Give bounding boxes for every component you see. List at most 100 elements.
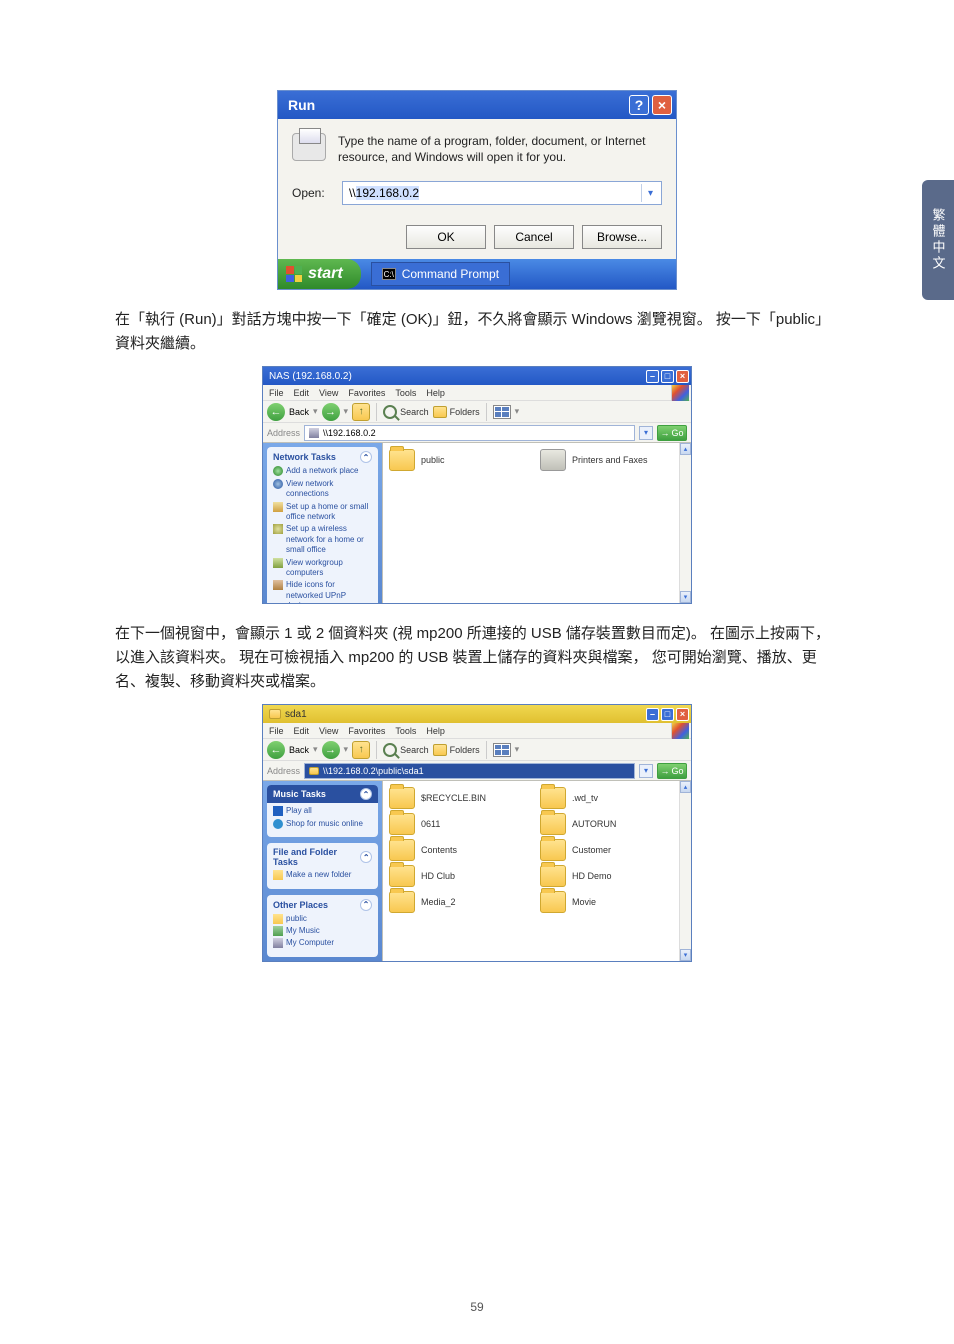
- file-folder-tasks-panel: File and Folder Tasks⌃ Make a new folder: [267, 843, 378, 888]
- explorer-window-sda1: sda1 – □ × File Edit View Favorites Tool…: [262, 704, 692, 962]
- computer-icon: [309, 428, 319, 438]
- up-button[interactable]: ↑: [352, 403, 370, 421]
- explorer1-file-area[interactable]: public Printers and Faxes ▴ ▾: [383, 443, 691, 603]
- start-button[interactable]: start: [278, 259, 361, 289]
- taskbar-item-command-prompt[interactable]: C:\ Command Prompt: [371, 262, 510, 286]
- sidebar-link[interactable]: View network connections: [273, 479, 372, 500]
- taskbar: start C:\ Command Prompt: [278, 259, 676, 289]
- vertical-scrollbar[interactable]: ▴ ▾: [679, 443, 691, 603]
- forward-button[interactable]: →: [322, 741, 340, 759]
- scroll-down-icon[interactable]: ▾: [680, 591, 691, 603]
- go-button[interactable]: → Go: [657, 763, 687, 779]
- ok-button[interactable]: OK: [406, 225, 486, 249]
- menu-help[interactable]: Help: [426, 388, 445, 398]
- menu-edit[interactable]: Edit: [294, 388, 310, 398]
- up-button[interactable]: ↑: [352, 741, 370, 759]
- windows-flag-icon: [286, 266, 302, 282]
- address-input[interactable]: \\192.168.0.2: [304, 425, 635, 441]
- collapse-icon[interactable]: ⌃: [360, 851, 372, 863]
- scroll-down-icon[interactable]: ▾: [680, 949, 691, 961]
- folder-item-public[interactable]: public: [389, 449, 534, 471]
- help-icon[interactable]: ?: [629, 95, 649, 115]
- maximize-icon[interactable]: □: [661, 370, 674, 383]
- folder-item[interactable]: Media_2: [389, 891, 534, 913]
- collapse-icon[interactable]: ⌃: [360, 788, 372, 800]
- folders-button[interactable]: Folders: [433, 406, 480, 418]
- menu-favorites[interactable]: Favorites: [348, 388, 385, 398]
- back-button[interactable]: ←: [267, 741, 285, 759]
- menu-file[interactable]: File: [269, 388, 284, 398]
- views-button[interactable]: [493, 743, 511, 757]
- scroll-up-icon[interactable]: ▴: [680, 443, 691, 455]
- scroll-up-icon[interactable]: ▴: [680, 781, 691, 793]
- vertical-scrollbar[interactable]: ▴ ▾: [679, 781, 691, 961]
- folder-item[interactable]: Movie: [540, 891, 685, 913]
- folders-button[interactable]: Folders: [433, 744, 480, 756]
- menu-tools[interactable]: Tools: [395, 726, 416, 736]
- sidebar-link[interactable]: My Music: [273, 926, 372, 936]
- folder-item[interactable]: .wd_tv: [540, 787, 685, 809]
- close-icon[interactable]: ×: [676, 370, 689, 383]
- run-dialog: Run ? × Type the name of a program, fold…: [277, 90, 677, 290]
- sidebar-link[interactable]: Set up a home or small office network: [273, 502, 372, 523]
- sidebar-link[interactable]: Add a network place: [273, 466, 372, 476]
- sidebar-link[interactable]: Shop for music online: [273, 819, 372, 829]
- folder-item[interactable]: Customer: [540, 839, 685, 861]
- address-dropdown[interactable]: ▾: [639, 764, 653, 778]
- menu-favorites[interactable]: Favorites: [348, 726, 385, 736]
- folder-item[interactable]: HD Demo: [540, 865, 685, 887]
- close-icon[interactable]: ×: [676, 708, 689, 721]
- folder-icon: [540, 787, 566, 809]
- minimize-icon[interactable]: –: [646, 708, 659, 721]
- address-input[interactable]: \\192.168.0.2\public\sda1: [304, 763, 635, 779]
- minimize-icon[interactable]: –: [646, 370, 659, 383]
- menu-file[interactable]: File: [269, 726, 284, 736]
- search-button[interactable]: Search: [383, 405, 429, 419]
- sidebar-link[interactable]: Hide icons for networked UPnP devices: [273, 580, 372, 603]
- folder-icon: [309, 767, 319, 775]
- explorer2-file-area[interactable]: $RECYCLE.BIN .wd_tv 0611 AUTORUN Content…: [383, 781, 691, 961]
- sidebar-link[interactable]: public: [273, 914, 372, 924]
- folder-item[interactable]: 0611: [389, 813, 534, 835]
- run-program-icon: [292, 133, 326, 161]
- sidebar-link[interactable]: Set up a wireless network for a home or …: [273, 524, 372, 555]
- sidebar-link[interactable]: Make a new folder: [273, 870, 372, 880]
- folder-icon: [389, 839, 415, 861]
- explorer1-menubar: File Edit View Favorites Tools Help: [263, 385, 691, 401]
- run-title-text: Run: [288, 97, 315, 113]
- sidebar-link[interactable]: My Computer: [273, 938, 372, 948]
- folder-item[interactable]: HD Club: [389, 865, 534, 887]
- folder-item[interactable]: AUTORUN: [540, 813, 685, 835]
- cancel-button[interactable]: Cancel: [494, 225, 574, 249]
- go-button[interactable]: → Go: [657, 425, 687, 441]
- printers-item[interactable]: Printers and Faxes: [540, 449, 685, 471]
- network-tasks-panel: Network Tasks⌃ Add a network place View …: [267, 447, 378, 603]
- collapse-icon[interactable]: ⌃: [360, 899, 372, 911]
- address-dropdown[interactable]: ▾: [639, 426, 653, 440]
- explorer1-title: NAS (192.168.0.2): [269, 371, 352, 382]
- search-button[interactable]: Search: [383, 743, 429, 757]
- folder-icon: [540, 839, 566, 861]
- menu-tools[interactable]: Tools: [395, 388, 416, 398]
- sidebar-link[interactable]: Play all: [273, 806, 372, 816]
- menu-help[interactable]: Help: [426, 726, 445, 736]
- folder-item[interactable]: $RECYCLE.BIN: [389, 787, 534, 809]
- sidebar-link[interactable]: View workgroup computers: [273, 558, 372, 579]
- browse-button[interactable]: Browse...: [582, 225, 662, 249]
- maximize-icon[interactable]: □: [661, 708, 674, 721]
- explorer1-sidebar: Network Tasks⌃ Add a network place View …: [263, 443, 383, 603]
- back-button[interactable]: ←: [267, 403, 285, 421]
- close-icon[interactable]: ×: [652, 95, 672, 115]
- views-button[interactable]: [493, 405, 511, 419]
- chevron-down-icon[interactable]: ▾: [641, 184, 659, 202]
- folder-item[interactable]: Contents: [389, 839, 534, 861]
- other-places-panel: Other Places⌃ public My Music My Compute…: [267, 895, 378, 957]
- forward-button[interactable]: →: [322, 403, 340, 421]
- address-label: Address: [267, 428, 300, 438]
- menu-view[interactable]: View: [319, 388, 338, 398]
- collapse-icon[interactable]: ⌃: [360, 451, 372, 463]
- paragraph-1: 在「執行 (Run)」對話方塊中按一下「確定 (OK)」鈕，不久將會顯示 Win…: [115, 308, 839, 356]
- menu-view[interactable]: View: [319, 726, 338, 736]
- menu-edit[interactable]: Edit: [294, 726, 310, 736]
- open-combobox[interactable]: \\192.168.0.2 ▾: [342, 181, 662, 205]
